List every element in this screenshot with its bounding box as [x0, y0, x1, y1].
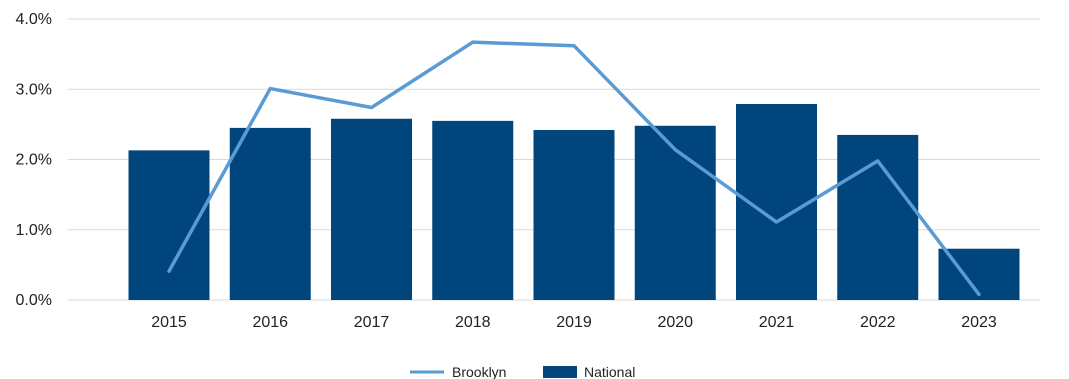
bars-national [128, 104, 1020, 300]
point-brooklyn-2021 [776, 221, 777, 223]
bar-national-2018 [432, 120, 514, 300]
x-tick-label: 2021 [759, 314, 795, 331]
y-tick-label: 1.0% [16, 222, 52, 239]
bar-national-2020 [634, 125, 716, 300]
legend: Brooklyn National [410, 364, 635, 379]
point-brooklyn-2022 [877, 160, 879, 162]
x-tick-label: 2019 [556, 314, 592, 331]
x-tick-label: 2023 [961, 314, 997, 331]
x-tick-label: 2022 [860, 314, 896, 331]
bar-national-2016 [229, 127, 311, 300]
legend-brooklyn-label: Brooklyn [452, 364, 506, 379]
y-tick-label: 3.0% [16, 81, 52, 98]
bar-national-2017 [331, 118, 412, 300]
y-tick-label: 4.0% [16, 11, 52, 28]
point-brooklyn-2017 [371, 107, 372, 109]
legend-national-swatch [543, 366, 577, 378]
bar-national-2015 [128, 150, 210, 300]
x-tick-label: 2018 [455, 314, 491, 331]
y-axis-ticks: 0.0% 1.0% 2.0% 3.0% 4.0% [16, 11, 52, 309]
x-tick-label: 2016 [252, 314, 288, 331]
point-brooklyn-2018 [472, 41, 474, 43]
y-tick-label: 2.0% [16, 152, 52, 169]
point-brooklyn-2015 [168, 270, 170, 272]
legend-national-label: National [584, 364, 635, 379]
y-tick-label: 0.0% [16, 292, 52, 309]
point-brooklyn-2023 [978, 293, 980, 295]
x-tick-label: 2015 [151, 314, 187, 331]
point-brooklyn-2019 [573, 45, 575, 47]
point-brooklyn-2020 [674, 149, 676, 151]
x-axis-ticks: 2015 2016 2017 2018 2019 2020 2021 2022 2023 [151, 314, 997, 331]
bar-national-2019 [533, 129, 615, 300]
point-brooklyn-2016 [269, 88, 271, 90]
x-tick-label: 2017 [354, 314, 390, 331]
line-brooklyn [167, 40, 981, 297]
x-tick-label: 2020 [657, 314, 693, 331]
